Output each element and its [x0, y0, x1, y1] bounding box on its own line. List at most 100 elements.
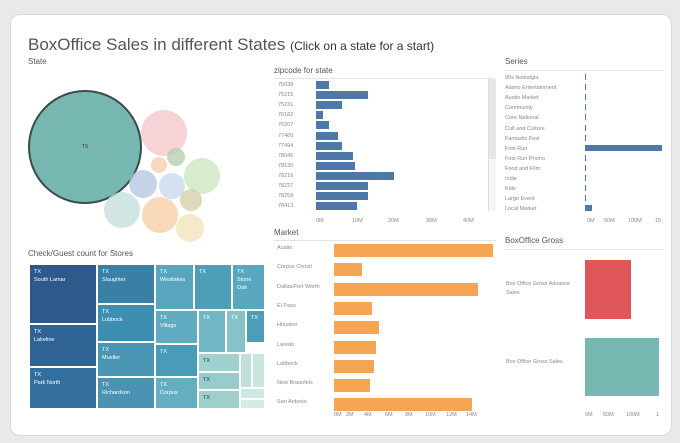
bar[interactable] [316, 141, 342, 150]
treemap-cell[interactable] [240, 399, 265, 409]
state-bubble[interactable] [151, 157, 167, 173]
bar-label[interactable]: Food and Film [505, 165, 541, 172]
treemap-cell[interactable]: TX [194, 264, 232, 310]
state-bubble[interactable]: TX [28, 90, 142, 204]
bar-label[interactable]: Austin [277, 245, 293, 251]
state-bubble[interactable] [184, 158, 220, 194]
bar[interactable] [334, 398, 472, 412]
treemap-cell[interactable]: TX Westlakes [155, 264, 194, 310]
bar-label[interactable]: First Run [505, 145, 528, 152]
bar-label[interactable]: 78045 [278, 152, 294, 159]
bar[interactable] [316, 151, 353, 160]
treemap-cell[interactable]: TX Mueller [97, 342, 155, 377]
treemap-cell[interactable]: TX South Lamar [29, 264, 97, 324]
bar[interactable] [585, 74, 586, 80]
gross-label[interactable]: Box Office Gross Sales [506, 359, 563, 365]
bar-label[interactable]: 76182 [278, 112, 294, 119]
bar-label[interactable]: Austin Market [505, 95, 539, 102]
bar[interactable] [316, 121, 329, 130]
bar[interactable] [316, 192, 368, 201]
bar[interactable] [316, 91, 368, 100]
state-bubble[interactable] [104, 192, 140, 228]
bar[interactable] [585, 175, 586, 181]
treemap-cell[interactable]: TX [198, 372, 240, 390]
treemap-cell[interactable] [252, 353, 265, 388]
bar-label[interactable]: 75215 [278, 92, 294, 99]
treemap-cell[interactable]: TX Lakeline [29, 324, 97, 367]
bar-label[interactable]: 78413 [278, 203, 294, 210]
bar[interactable] [334, 301, 373, 315]
bar[interactable] [316, 202, 357, 211]
bar-label[interactable]: 90s Nostalgia [505, 75, 539, 81]
bar[interactable] [585, 185, 586, 192]
bar-label[interactable]: Indie [505, 176, 517, 182]
bar-label[interactable]: First Run Promo [505, 155, 546, 162]
bar[interactable] [334, 263, 362, 277]
bar[interactable] [334, 359, 375, 373]
bar[interactable] [316, 171, 394, 180]
gross-label[interactable]: Box Office Gross Advance Sales [506, 281, 571, 296]
state-bubble[interactable] [180, 189, 202, 211]
treemap-cell[interactable]: TX Park North [29, 367, 97, 409]
bar-label[interactable]: 75039 [278, 82, 294, 88]
bar[interactable] [316, 101, 342, 110]
bar[interactable] [585, 114, 586, 121]
bar-label[interactable]: Houston [277, 322, 298, 329]
treemap-cell[interactable]: TX [155, 344, 198, 377]
bar-label[interactable]: New Braunfels [277, 380, 313, 387]
state-bubble[interactable] [167, 148, 185, 166]
treemap-cell[interactable]: TX Corpus [155, 377, 198, 409]
treemap-cell[interactable]: TX [198, 310, 226, 353]
bar-label[interactable]: Lubbock [277, 360, 298, 367]
bar[interactable] [585, 144, 662, 151]
bar[interactable] [334, 340, 377, 354]
bar[interactable] [585, 104, 586, 111]
bar[interactable] [316, 131, 339, 140]
treemap-cell[interactable]: TX Slaughter [97, 264, 155, 304]
bar[interactable] [334, 282, 479, 296]
bar-label[interactable]: 78130 [278, 162, 294, 169]
treemap-cell[interactable]: TX [246, 310, 265, 343]
treemap-cell[interactable]: TX Stone Oak [232, 264, 265, 310]
bar-label[interactable]: Corpus Christi [277, 264, 312, 271]
treemap-cell[interactable] [240, 353, 252, 388]
treemap-cell[interactable]: TX [226, 310, 246, 353]
bar[interactable] [585, 124, 586, 131]
bar-label[interactable]: 78216 [278, 172, 294, 179]
bar-label[interactable]: Large Event [505, 196, 535, 203]
bar-label[interactable]: El Paso [277, 302, 296, 309]
bar-label[interactable]: Alamo Entertainment [505, 85, 557, 92]
bar[interactable] [316, 111, 324, 120]
bar-label[interactable]: Community [505, 105, 533, 112]
gross-bar[interactable] [585, 260, 631, 319]
bar[interactable] [585, 134, 586, 141]
bar-label[interactable]: Kids [505, 186, 516, 193]
bar-label[interactable]: 77494 [278, 142, 294, 149]
bar-label[interactable]: 76207 [278, 122, 294, 129]
bar[interactable] [334, 244, 493, 257]
bar-label[interactable]: San Antonio [277, 399, 307, 406]
bar-label[interactable]: Local Market [505, 206, 537, 213]
bar-label[interactable]: Laredo [277, 341, 295, 348]
bar[interactable] [585, 164, 586, 171]
zip-scrollbar[interactable] [488, 79, 496, 211]
bar[interactable] [316, 182, 368, 190]
bar-label[interactable]: Dallas/Fort Worth [277, 283, 320, 290]
bar[interactable] [585, 84, 587, 91]
bar[interactable] [585, 205, 592, 212]
treemap-cell[interactable]: TX [198, 353, 240, 372]
bar-label[interactable]: 75231 [278, 102, 294, 109]
bar-label[interactable]: Cult and Culture [505, 125, 545, 132]
state-bubble[interactable] [176, 214, 204, 242]
bar-label[interactable]: 78227 [278, 183, 294, 189]
gross-bar[interactable] [585, 338, 660, 396]
bar[interactable] [316, 161, 355, 170]
treemap-cell[interactable]: TX [198, 390, 240, 409]
bar[interactable] [585, 195, 586, 202]
bar[interactable] [585, 94, 586, 101]
bar-label[interactable]: Fantastic Fest [505, 135, 540, 142]
bar-label[interactable]: 78258 [278, 193, 294, 200]
bar[interactable] [334, 379, 371, 393]
bar[interactable] [585, 154, 586, 161]
treemap-cell[interactable]: TX Village [155, 310, 198, 344]
